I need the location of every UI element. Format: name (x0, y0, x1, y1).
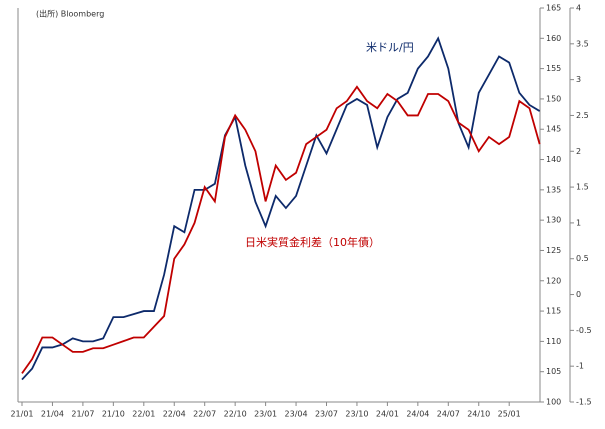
x-tick-label: 24/07 (437, 410, 460, 419)
y-tick-label: 145 (546, 125, 561, 134)
x-tick-label: 22/04 (163, 410, 186, 419)
x-tick-label: 25/01 (498, 410, 521, 419)
y2-tick-label: -0.5 (576, 326, 592, 335)
y2-tick-label: 0.5 (576, 254, 589, 263)
y-tick-label: 100 (546, 398, 561, 407)
series-label: 米ドル/円 (366, 41, 414, 54)
x-tick-label: 24/10 (467, 410, 490, 419)
x-tick-label: 21/07 (71, 410, 94, 419)
y-tick-label: 155 (546, 64, 561, 73)
x-tick-label: 24/01 (376, 410, 399, 419)
y2-tick-label: -1.5 (576, 398, 592, 407)
y-tick-label: 115 (546, 307, 561, 316)
y2-tick-label: 1.5 (576, 183, 589, 192)
y2-tick-label: 1 (576, 218, 581, 227)
x-tick-label: 22/01 (132, 410, 155, 419)
y2-tick-label: 0 (576, 290, 581, 299)
y-tick-label: 140 (546, 155, 561, 164)
y2-tick-label: 2.5 (576, 111, 589, 120)
x-tick-label: 23/10 (345, 410, 368, 419)
y-tick-label: 150 (546, 94, 561, 103)
y-tick-label: 120 (546, 276, 561, 285)
y-tick-label: 125 (546, 246, 561, 255)
y-tick-label: 105 (546, 367, 561, 376)
y2-tick-label: 3 (576, 75, 581, 84)
x-tick-label: 23/01 (254, 410, 277, 419)
x-tick-label: 22/07 (193, 410, 216, 419)
source-note: (出所) Bloomberg (36, 9, 104, 19)
y-tick-label: 135 (546, 185, 561, 194)
series-line (21, 36, 541, 381)
y2-tick-label: 2 (576, 147, 581, 156)
x-tick-label: 22/10 (224, 410, 247, 419)
x-tick-label: 23/04 (285, 410, 308, 419)
y2-tick-label: 3.5 (576, 39, 589, 48)
y-tick-label: 160 (546, 34, 561, 43)
y-tick-label: 130 (546, 216, 561, 225)
x-tick-label: 24/04 (406, 410, 429, 419)
y2-tick-label: 4 (576, 4, 581, 13)
series-label: 日米実質金利差（10年債） (245, 235, 380, 249)
y-tick-label: 110 (546, 337, 561, 346)
x-tick-label: 21/01 (10, 410, 33, 419)
x-tick-label: 23/07 (315, 410, 338, 419)
x-tick-label: 21/10 (102, 410, 125, 419)
series-line (21, 85, 541, 374)
y-tick-label: 165 (546, 4, 561, 13)
x-tick-label: 21/04 (41, 410, 64, 419)
y2-tick-label: -1 (576, 362, 584, 371)
